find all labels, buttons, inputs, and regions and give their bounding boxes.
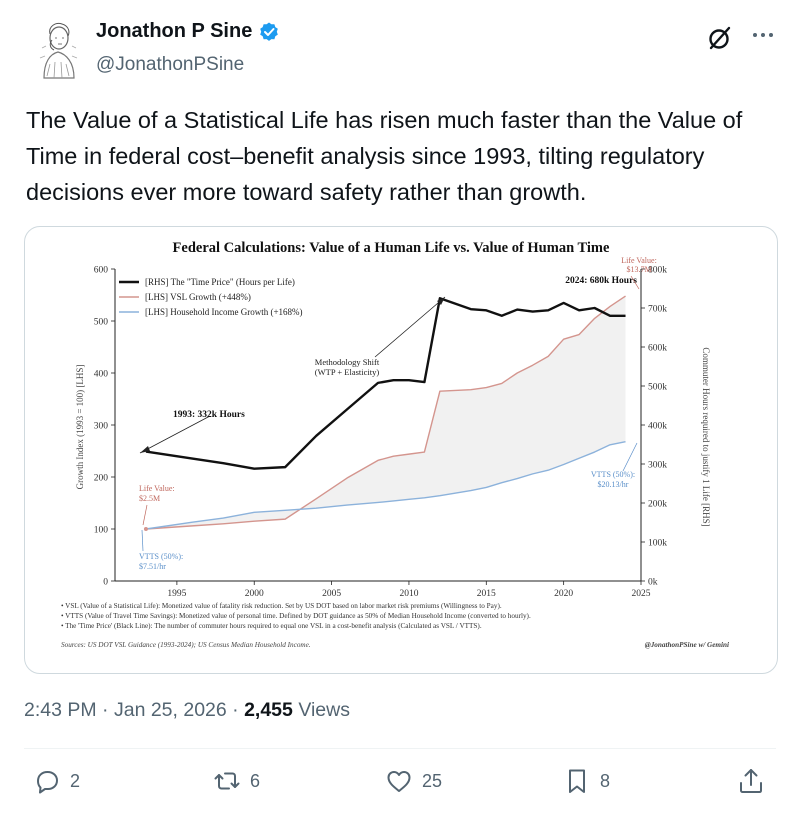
x-tick-label: 2010 bbox=[399, 589, 418, 599]
verified-badge-icon[interactable] bbox=[258, 21, 280, 43]
annotation-vtts-end-2: $20.13/hr bbox=[598, 480, 629, 489]
time-price-line bbox=[145, 297, 626, 470]
y-right-tick-label: 600k bbox=[648, 344, 667, 354]
y-axis-right-title: Commuter Hours required to justify 1 Lif… bbox=[701, 347, 711, 526]
annotation-life-end-1: Life Value: bbox=[621, 256, 657, 265]
annotation-method-shift-1: Methodology Shift bbox=[315, 357, 380, 367]
x-tick-label: 2025 bbox=[632, 589, 651, 599]
chart-note-time-price: • The 'Time Price' (Black Line): The num… bbox=[61, 622, 482, 630]
annotation-vtts-end-1: VTTS (50%): bbox=[591, 470, 635, 479]
series-lines bbox=[143, 295, 626, 531]
author-name[interactable]: Jonathon P Sine bbox=[96, 20, 253, 42]
y-right-tick-label: 300k bbox=[648, 461, 667, 471]
more-options-icon[interactable] bbox=[748, 20, 778, 50]
reply-icon bbox=[37, 771, 58, 794]
views-label: Views bbox=[298, 699, 350, 721]
share-button[interactable] bbox=[736, 766, 766, 796]
tweet-media-chart[interactable]: Federal Calculations: Value of a Human L… bbox=[24, 226, 778, 674]
repost-icon bbox=[214, 772, 240, 790]
y-left-tick-label: 600 bbox=[94, 266, 109, 276]
annotation-vtts-start-1: VTTS (50%): bbox=[139, 552, 183, 561]
vsl-start-point bbox=[143, 527, 148, 531]
vsl-growth-line bbox=[145, 295, 626, 530]
y-right-tick-label: 800k bbox=[648, 266, 667, 276]
y-left-tick-label: 500 bbox=[94, 318, 109, 328]
like-button[interactable]: 25 bbox=[384, 766, 442, 796]
tick-labels: 1995 2000 2005 2010 2015 2020 2025 0 100 200 300 40… bbox=[94, 266, 668, 600]
annotations: 1993: 332k Hours Methodology Shift (WTP … bbox=[139, 256, 657, 571]
legend: [RHS] The "Time Price" (Hours per Life) … bbox=[119, 277, 303, 317]
annotation-method-shift-2: (WTP + Elasticity) bbox=[315, 367, 380, 377]
annotation-end-hours: 2024: 680k Hours bbox=[565, 276, 637, 286]
share-icon bbox=[740, 769, 762, 793]
x-tick-label: 1995 bbox=[167, 589, 186, 599]
author-name-row: Jonathon P Sine bbox=[96, 20, 280, 43]
y-right-tick-label: 100k bbox=[648, 539, 667, 549]
legend-label-time-price: [RHS] The "Time Price" (Hours per Life) bbox=[145, 277, 295, 287]
author-handle[interactable]: @JonathonPSine bbox=[96, 54, 245, 75]
annotation-life-start-2: $2.5M bbox=[139, 494, 160, 503]
bookmark-icon bbox=[569, 769, 585, 793]
y-left-tick-label: 200 bbox=[94, 474, 109, 484]
annotation-life-end-2: $13.7M bbox=[626, 265, 651, 274]
legend-label-income: [LHS] Household Income Growth (+168%) bbox=[145, 307, 303, 317]
x-tick-label: 2015 bbox=[477, 589, 496, 599]
repost-count: 6 bbox=[250, 770, 261, 791]
meta-separator: · bbox=[232, 699, 239, 721]
income-growth-line bbox=[145, 440, 626, 530]
y-axis-left-title: Growth Index (1993 = 100) [LHS] bbox=[75, 365, 85, 490]
y-right-tick-label: 700k bbox=[648, 305, 667, 315]
repost-button[interactable]: 6 bbox=[212, 766, 260, 796]
meta-separator: · bbox=[102, 699, 109, 721]
grok-icon[interactable] bbox=[706, 24, 734, 52]
chart-credit: @JonathonPSine w/ Gemini bbox=[645, 641, 729, 649]
tweet-time[interactable]: 2:43 PM bbox=[24, 699, 97, 721]
tweet-text: The Value of a Statistical Life has rise… bbox=[26, 107, 743, 205]
x-tick-label: 2000 bbox=[245, 589, 264, 599]
y-left-tick-label: 0 bbox=[103, 578, 108, 588]
annotation-life-start-1: Life Value: bbox=[139, 484, 175, 493]
y-right-tick-label: 0k bbox=[648, 578, 658, 588]
tweet-actions: 2 6 25 8 bbox=[24, 766, 776, 810]
y-left-tick-label: 300 bbox=[94, 422, 109, 432]
legend-label-vsl: [LHS] VSL Growth (+448%) bbox=[145, 292, 251, 302]
annotation-vtts-start-2: $7.51/hr bbox=[139, 562, 166, 571]
chart-note-vtts: • VTTS (Value of Travel Time Savings): M… bbox=[61, 612, 531, 620]
views-count[interactable]: 2,455 bbox=[244, 699, 293, 721]
tweet-header: Jonathon P Sine @JonathonPSine bbox=[36, 14, 776, 84]
tweet-meta: 2:43 PM · Jan 25, 2026 · 2,455 Views bbox=[24, 699, 350, 722]
y-right-tick-label: 400k bbox=[648, 422, 667, 432]
reply-button[interactable]: 2 bbox=[32, 766, 80, 796]
bookmark-count: 8 bbox=[600, 770, 611, 791]
y-right-tick-label: 200k bbox=[648, 500, 667, 510]
y-left-tick-label: 100 bbox=[94, 526, 109, 536]
y-left-tick-label: 400 bbox=[94, 370, 109, 380]
chart-source: Sources: US DOT VSL Guidance (1993-2024)… bbox=[61, 641, 311, 649]
annotation-start-hours: 1993: 332k Hours bbox=[173, 410, 245, 420]
chart-note-vsl: • VSL (Value of a Statistical Life): Mon… bbox=[61, 602, 502, 610]
bookmark-button[interactable]: 8 bbox=[562, 766, 610, 796]
tweet-date[interactable]: Jan 25, 2026 bbox=[113, 699, 227, 721]
heart-icon bbox=[387, 771, 411, 792]
chart-title: Federal Calculations: Value of a Human L… bbox=[173, 240, 610, 256]
gap-fill-area bbox=[145, 296, 626, 529]
reply-count: 2 bbox=[70, 770, 81, 791]
divider bbox=[24, 748, 776, 749]
chart: Federal Calculations: Value of a Human L… bbox=[61, 240, 729, 649]
like-count: 25 bbox=[422, 770, 443, 791]
x-tick-label: 2020 bbox=[554, 589, 573, 599]
engraving-portrait-avatar[interactable] bbox=[36, 18, 80, 80]
x-tick-label: 2005 bbox=[322, 589, 341, 599]
axes bbox=[111, 268, 645, 585]
vsl-income-gap-fill bbox=[145, 296, 626, 529]
y-right-tick-label: 500k bbox=[648, 383, 667, 393]
